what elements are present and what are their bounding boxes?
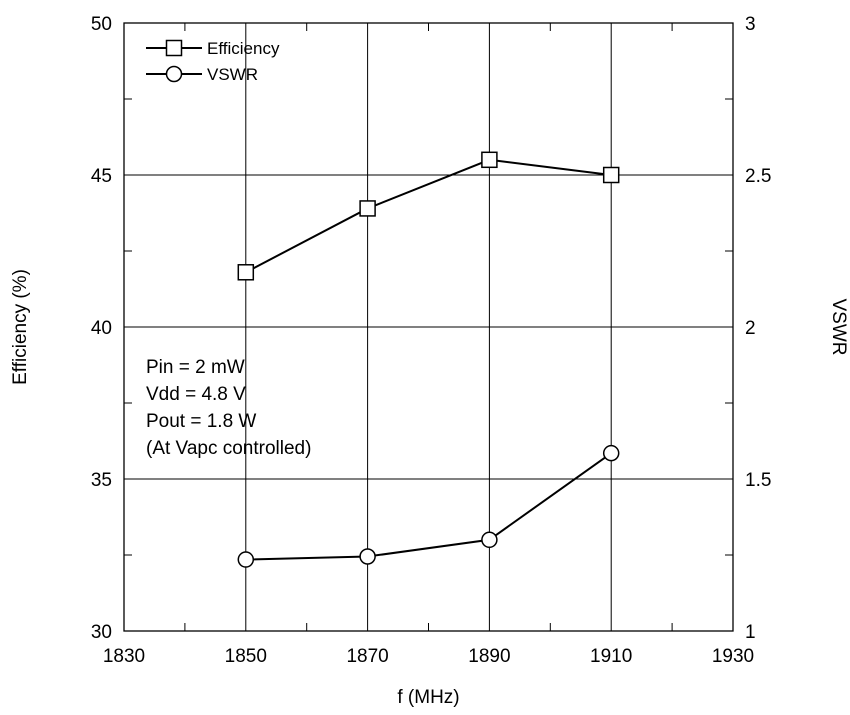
legend-label-efficiency: Efficiency <box>207 39 280 58</box>
minor-ticks <box>124 23 733 631</box>
x-axis-title: f (MHz) <box>397 687 459 708</box>
data-point-efficiency <box>359 200 376 217</box>
y2-tick-label: 3 <box>745 14 756 35</box>
legend-entry-efficiency: Efficiency <box>146 39 280 58</box>
series-line-efficiency <box>245 158 612 274</box>
y2-tick-label: 2 <box>745 318 756 339</box>
legend: Efficiency VSWR <box>146 39 280 84</box>
x-tick-label: 1850 <box>225 646 267 667</box>
data-point-vswr <box>602 444 620 462</box>
x-tick-label: 1910 <box>590 646 632 667</box>
data-point-vswr <box>481 531 498 549</box>
plot-frame <box>123 22 734 632</box>
data-point-vswr <box>237 551 255 568</box>
grid <box>123 22 734 632</box>
y-tick-label: 30 <box>91 622 112 643</box>
tick-labels: 1830 1850 1870 1890 1910 1930 30 35 40 45 50 1 1.5 2 2… <box>91 14 772 667</box>
series-line-vswr <box>245 452 612 561</box>
data-point-vswr <box>359 548 376 565</box>
annotation-line: (At Vapc controlled) <box>146 438 311 459</box>
x-tick-label: 1870 <box>346 646 388 667</box>
y-tick-label: 35 <box>91 470 112 491</box>
series <box>237 151 620 568</box>
legend-label-vswr: VSWR <box>207 65 258 84</box>
annotation-line: Pin = 2 mW <box>146 357 245 378</box>
data-point-efficiency <box>481 151 498 169</box>
x-tick-label: 1930 <box>712 646 754 667</box>
annotation-line: Pout = 1.8 W <box>146 411 256 432</box>
y-tick-label: 45 <box>91 166 112 187</box>
y-tick-label: 40 <box>91 318 112 339</box>
y2-tick-label: 1 <box>745 622 756 643</box>
y2-axis-title: VSWR <box>828 299 849 356</box>
x-tick-label: 1830 <box>103 646 145 667</box>
annotation-line: Vdd = 4.8 V <box>146 384 246 405</box>
legend-circle-marker <box>165 65 183 83</box>
legend-square-marker <box>165 39 183 57</box>
y-axis-title: Efficiency (%) <box>10 269 31 385</box>
conditions-annotation: Pin = 2 mW Vdd = 4.8 V Pout = 1.8 W (At … <box>146 357 311 459</box>
legend-entry-vswr: VSWR <box>146 65 258 84</box>
y-tick-label: 50 <box>91 14 112 35</box>
x-tick-label: 1890 <box>468 646 510 667</box>
y2-tick-label: 1.5 <box>745 470 771 491</box>
data-point-efficiency <box>602 166 620 184</box>
y2-tick-label: 2.5 <box>745 166 771 187</box>
data-point-efficiency <box>237 264 255 281</box>
